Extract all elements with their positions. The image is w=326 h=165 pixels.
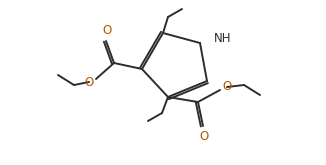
Text: NH: NH <box>214 33 231 46</box>
Text: O: O <box>84 76 94 88</box>
Text: O: O <box>102 24 111 37</box>
Text: O: O <box>222 81 232 94</box>
Text: O: O <box>200 130 209 143</box>
